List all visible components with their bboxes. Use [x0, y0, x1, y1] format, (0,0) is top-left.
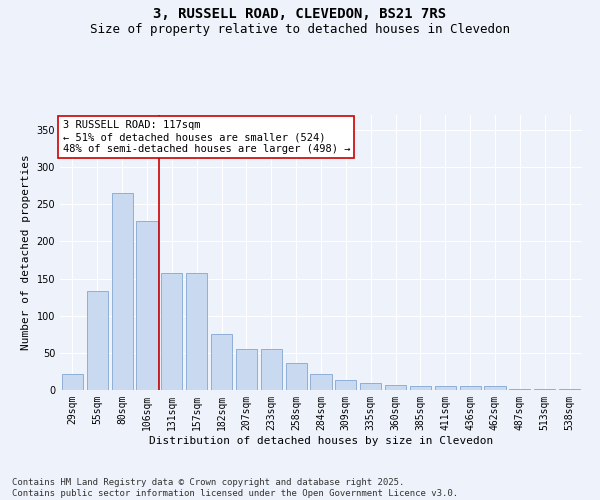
Bar — [286, 362, 307, 390]
Bar — [136, 220, 158, 390]
Bar — [261, 349, 282, 390]
Bar — [410, 386, 431, 390]
Bar — [186, 272, 207, 390]
Bar — [385, 385, 406, 390]
Bar — [161, 272, 182, 390]
Text: Contains HM Land Registry data © Crown copyright and database right 2025.
Contai: Contains HM Land Registry data © Crown c… — [12, 478, 458, 498]
Y-axis label: Number of detached properties: Number of detached properties — [21, 154, 31, 350]
Bar — [112, 193, 133, 390]
Bar — [236, 349, 257, 390]
Text: 3, RUSSELL ROAD, CLEVEDON, BS21 7RS: 3, RUSSELL ROAD, CLEVEDON, BS21 7RS — [154, 8, 446, 22]
Bar — [211, 334, 232, 390]
Bar — [310, 374, 332, 390]
Text: 3 RUSSELL ROAD: 117sqm
← 51% of detached houses are smaller (524)
48% of semi-de: 3 RUSSELL ROAD: 117sqm ← 51% of detached… — [62, 120, 350, 154]
Bar — [360, 384, 381, 390]
Bar — [435, 386, 456, 390]
Bar — [87, 291, 108, 390]
Bar — [460, 386, 481, 390]
Bar — [335, 380, 356, 390]
X-axis label: Distribution of detached houses by size in Clevedon: Distribution of detached houses by size … — [149, 436, 493, 446]
Text: Size of property relative to detached houses in Clevedon: Size of property relative to detached ho… — [90, 22, 510, 36]
Bar — [484, 386, 506, 390]
Bar — [62, 374, 83, 390]
